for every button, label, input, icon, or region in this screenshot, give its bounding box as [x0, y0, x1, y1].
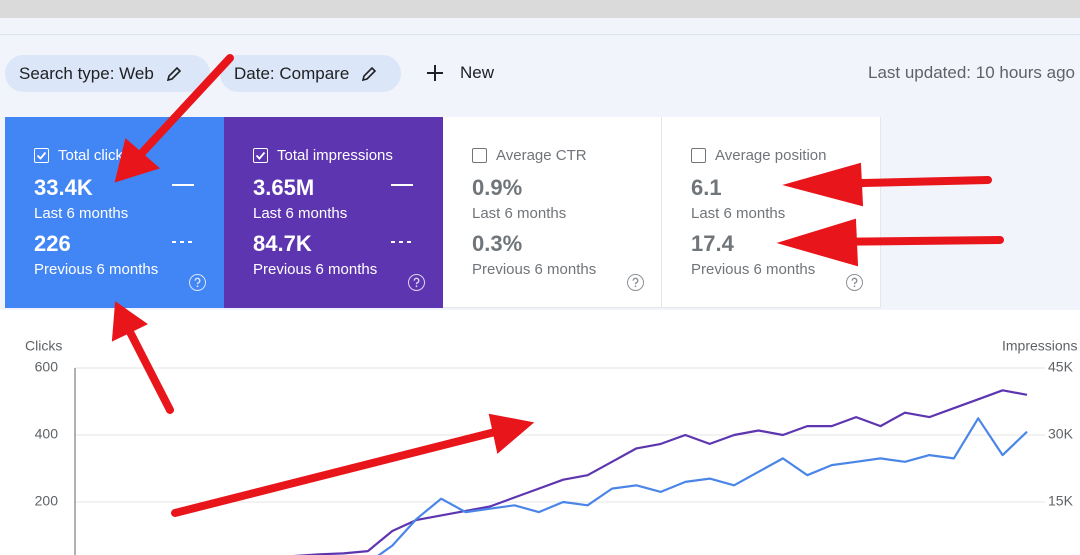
filter-chip[interactable]: Date: Compare — [220, 55, 401, 92]
current-value: 0.9% — [472, 175, 523, 200]
y2-axis-label: Impressions — [1002, 338, 1077, 354]
help-icon[interactable] — [627, 274, 644, 291]
card-title: Total impressions — [277, 147, 393, 164]
previous-value: 226 — [34, 231, 71, 256]
current-label: Last 6 months — [472, 205, 567, 222]
current-label: Last 6 months — [253, 205, 348, 222]
filter-chip[interactable]: Search type: Web — [5, 55, 210, 92]
y-tick-label: 200 — [35, 493, 59, 509]
current-label: Last 6 months — [34, 205, 129, 222]
y2-tick-label: 45K — [1048, 359, 1074, 375]
checkbox — [253, 148, 268, 163]
edit-icon — [362, 66, 377, 81]
card-title: Total clicks — [58, 147, 131, 164]
checkbox — [472, 148, 487, 163]
new-label: New — [460, 63, 495, 82]
previous-value: 0.3% — [472, 231, 523, 256]
metric-card[interactable]: Total impressions 3.65M Last 6 months 84.7K… — [224, 117, 443, 308]
divider — [0, 34, 1080, 35]
metric-card[interactable]: Total clicks 33.4K Last 6 months 226 Previou… — [5, 117, 224, 308]
current-value: 3.65M — [253, 175, 315, 200]
help-icon[interactable] — [408, 274, 425, 291]
checkbox — [691, 148, 706, 163]
help-icon[interactable] — [189, 274, 206, 291]
y-tick-label: 600 — [35, 359, 59, 375]
data-line — [377, 417, 1028, 555]
chip-label: Date: Compare — [234, 63, 350, 83]
help-icon[interactable] — [846, 274, 863, 291]
last-updated: Last updated: 10 hours ago — [868, 63, 1075, 82]
y-tick-label: 400 — [35, 426, 59, 442]
previous-label: Previous 6 months — [34, 261, 159, 278]
current-value: 6.1 — [691, 175, 722, 200]
performance-chart: 200 400 600 15K 30K 45K Clicks Impressions — [0, 310, 1080, 555]
checkbox — [34, 148, 49, 163]
browser-bar — [0, 0, 1080, 18]
card-title: Average CTR — [496, 147, 587, 164]
y2-tick-label: 15K — [1048, 493, 1074, 509]
current-value: 33.4K — [34, 175, 93, 200]
y-axis-label: Clicks — [25, 338, 62, 354]
plus-icon — [427, 65, 443, 81]
metric-card[interactable]: Average CTR 0.9% Last 6 months 0.3% Previous… — [443, 117, 662, 308]
previous-value: 17.4 — [691, 231, 734, 256]
chip-label: Search type: Web — [19, 63, 154, 83]
metric-card[interactable]: Average position 6.1 Last 6 months 17.4 Prev… — [662, 117, 881, 308]
new-button[interactable]: New — [424, 62, 494, 84]
data-line — [293, 389, 1028, 555]
previous-label: Previous 6 months — [472, 261, 597, 278]
y2-tick-label: 30K — [1048, 426, 1074, 442]
previous-label: Previous 6 months — [253, 261, 378, 278]
previous-label: Previous 6 months — [691, 261, 816, 278]
edit-icon — [166, 66, 181, 81]
previous-value: 84.7K — [253, 231, 312, 256]
card-title: Average position — [715, 147, 827, 164]
current-label: Last 6 months — [691, 205, 786, 222]
